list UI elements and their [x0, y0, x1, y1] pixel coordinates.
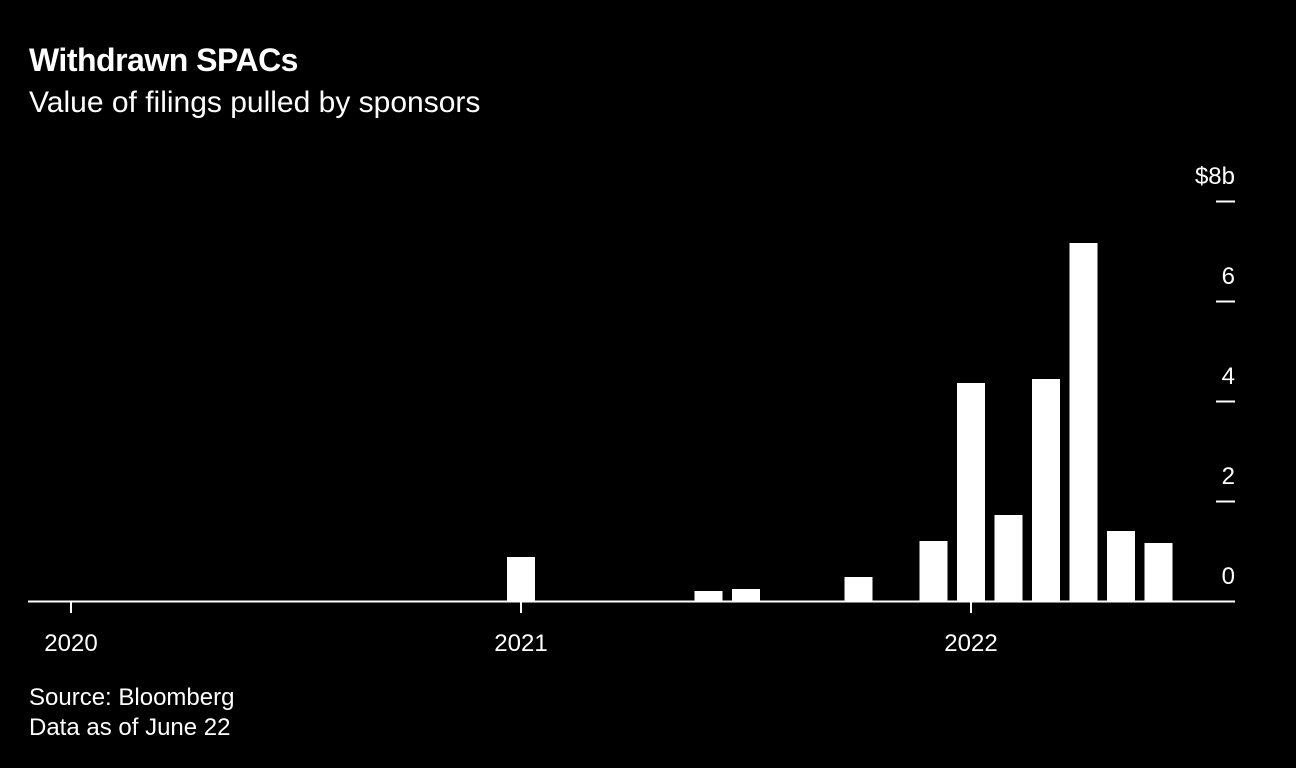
y-tick-label: 0: [1222, 563, 1235, 590]
y-tick-label: 6: [1222, 263, 1235, 290]
y-tick-label: 2: [1222, 463, 1235, 490]
chart-subtitle: Value of filings pulled by sponsors: [29, 86, 481, 119]
x-tick-label: 2021: [494, 630, 547, 657]
chart-title: Withdrawn SPACs: [29, 42, 298, 78]
bar-2022-03: [1032, 379, 1060, 601]
bar-2021-06: [694, 591, 723, 601]
bar-2021-10: [844, 577, 873, 601]
x-tick-label: 2020: [44, 630, 97, 657]
data-date-note: Data as of June 22: [29, 714, 231, 741]
bar-2022-06: [1144, 543, 1173, 601]
bar-2022-05: [1107, 531, 1135, 601]
bar-2021-12: [919, 541, 948, 601]
y-tick-label: 4: [1222, 363, 1235, 390]
bar-2021-01: [507, 557, 535, 601]
bar-2022-04: [1069, 243, 1098, 601]
bar-2021-07: [732, 589, 760, 601]
bar-2022-02: [994, 515, 1023, 601]
bar-2022-01: [957, 383, 985, 601]
y-tick-label: $8b: [1195, 163, 1235, 190]
x-tick-label: 2022: [944, 630, 997, 657]
source-note: Source: Bloomberg: [29, 684, 235, 711]
